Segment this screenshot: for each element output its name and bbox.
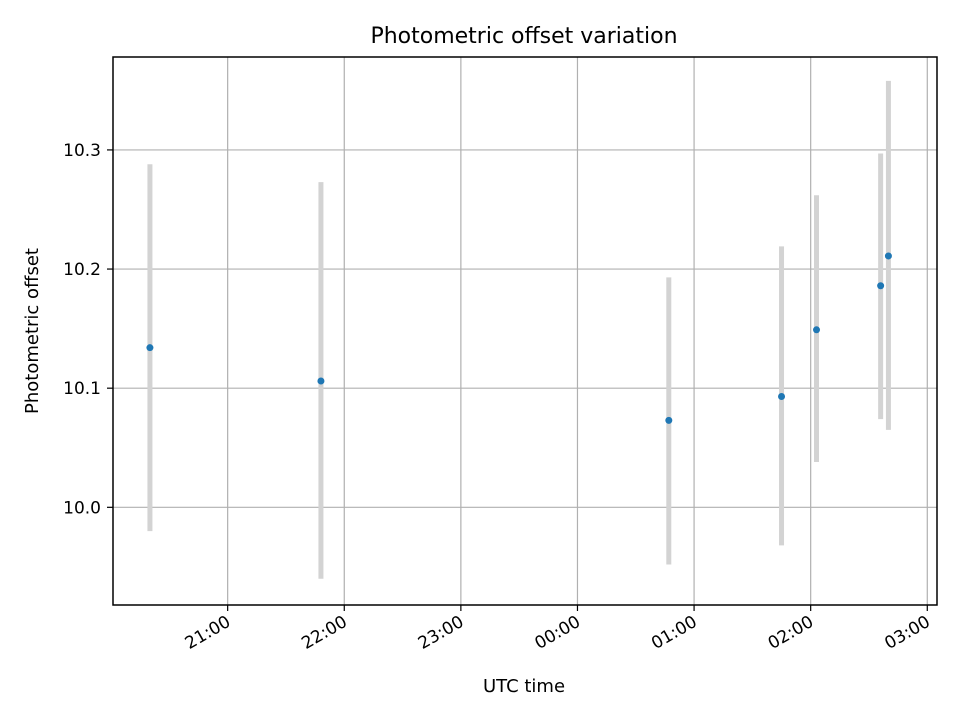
x-tick-label: 02:00 [765,612,817,654]
data-point [317,377,325,385]
x-tick-label: 03:00 [881,612,933,654]
grid-lines [113,57,937,605]
x-tick-label: 22:00 [298,612,350,654]
x-axis: 21:00 22:00 23:00 00:00 01:00 02:00 03:00 [182,605,934,654]
x-tick-label: 00:00 [532,612,584,654]
data-points [146,252,892,424]
data-point [877,282,885,290]
data-point [665,416,673,424]
y-tick-label: 10.0 [63,498,101,518]
x-tick-label: 01:00 [648,612,700,654]
y-axis-label: Photometric offset [22,248,43,414]
y-tick-label: 10.1 [63,379,101,399]
data-point [813,326,821,334]
y-axis: 10.0 10.1 10.2 10.3 [63,141,113,518]
y-tick-label: 10.2 [63,260,101,280]
x-axis-label: UTC time [483,676,565,697]
x-tick-label: 21:00 [182,612,234,654]
y-tick-label: 10.3 [63,141,101,161]
data-point [884,252,892,260]
x-tick-label: 23:00 [415,612,467,654]
data-point [146,344,154,352]
chart-title: Photometric offset variation [370,24,677,49]
plot-frame [112,56,938,606]
data-point [778,393,786,401]
error-bars [147,80,891,579]
